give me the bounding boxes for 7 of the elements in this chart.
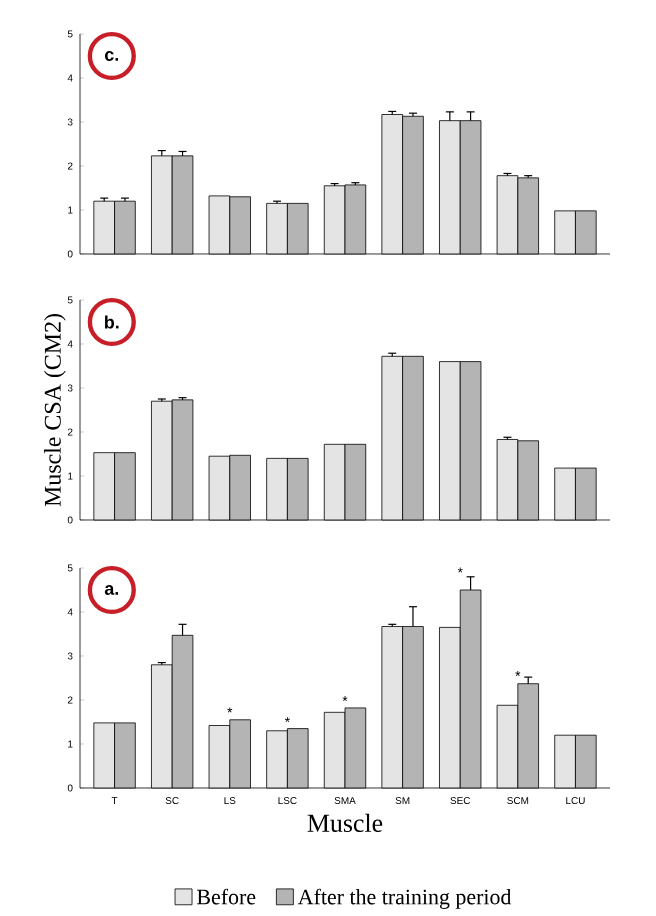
legend-label: Before	[197, 888, 256, 905]
y-axis-title: Muscle CSA (CM2)	[44, 314, 66, 507]
text: a.	[104, 585, 119, 595]
x-axis-title: Muscle	[307, 813, 383, 832]
text: b.	[105, 315, 119, 329]
legend-label: After the training period	[297, 888, 512, 909]
text: c.	[105, 51, 119, 61]
